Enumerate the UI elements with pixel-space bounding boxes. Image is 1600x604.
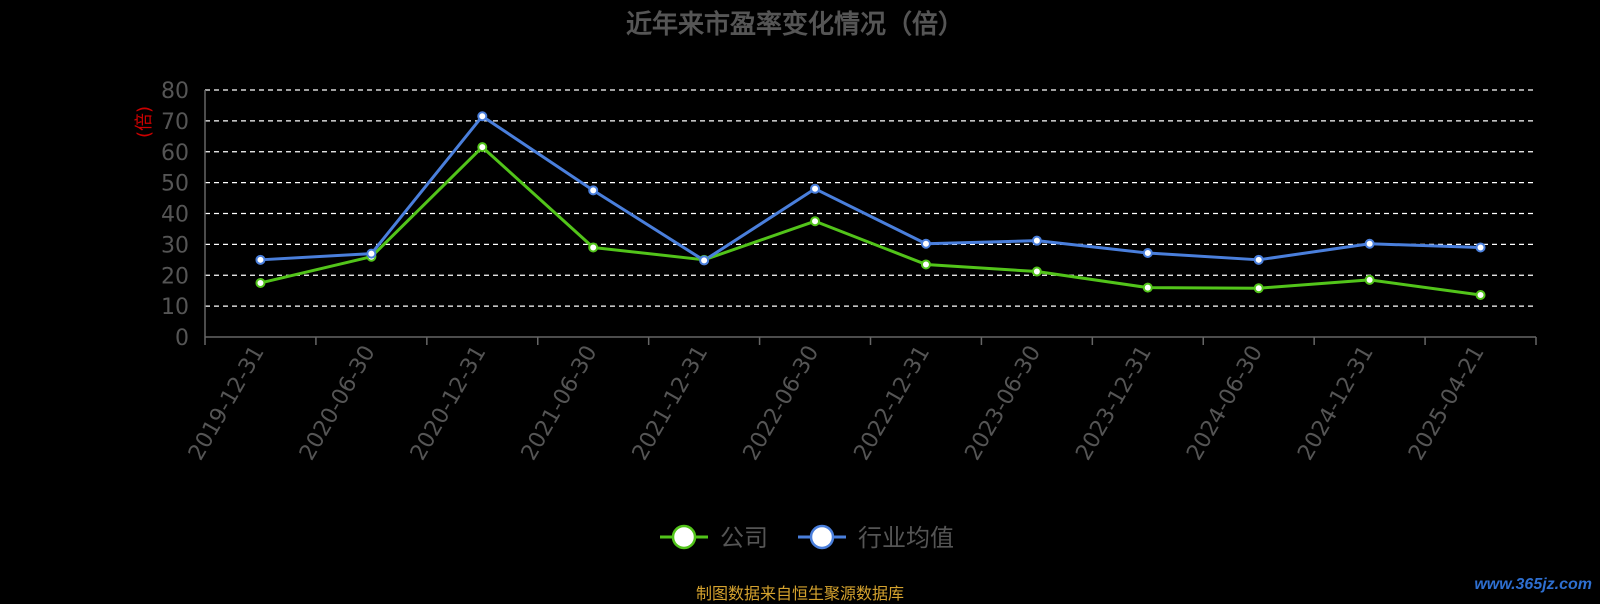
data-point xyxy=(1475,242,1486,253)
legend-marker xyxy=(671,524,697,550)
grid-lines xyxy=(205,89,1536,307)
data-point xyxy=(810,216,821,227)
x-tick-label: 2021-06-30 xyxy=(517,342,603,465)
data-point xyxy=(366,248,377,259)
data-point xyxy=(588,185,599,196)
data-point xyxy=(1142,282,1153,293)
axes: 0 10 20 30 40 50 60 70 80 2019-12-31 2020-06-30 202… xyxy=(161,79,1537,465)
legend-item: 行业均值 xyxy=(798,524,954,552)
y-tick-label: 70 xyxy=(161,110,189,135)
data-point xyxy=(1475,290,1486,301)
x-tick-label: 2023-06-30 xyxy=(960,342,1046,465)
data-point xyxy=(1253,254,1264,265)
data-point xyxy=(588,242,599,253)
data-point xyxy=(1253,283,1264,294)
x-tick-label: 2019-12-31 xyxy=(184,342,270,465)
y-tick-label: 0 xyxy=(175,326,189,351)
series-lines xyxy=(255,111,1486,301)
y-tick-label: 10 xyxy=(161,295,189,320)
data-point xyxy=(1364,274,1375,285)
x-tick-label: 2024-06-30 xyxy=(1182,342,1268,465)
y-tick-label: 50 xyxy=(161,172,189,197)
data-point xyxy=(810,183,821,194)
watermark: www.365jz.com xyxy=(1474,576,1592,593)
legend-marker xyxy=(809,524,835,550)
series-line xyxy=(260,114,1481,262)
data-point xyxy=(920,238,931,249)
x-tick-label: 2021-12-31 xyxy=(628,342,714,465)
x-tick-label: 2022-12-31 xyxy=(850,341,936,464)
y-tick-label: 20 xyxy=(161,264,189,289)
data-point xyxy=(699,255,710,266)
data-point xyxy=(1364,238,1375,249)
legend-label: 行业均值 xyxy=(858,524,954,552)
data-point xyxy=(477,111,488,122)
y-tick-label: 80 xyxy=(161,79,189,104)
data-point xyxy=(1142,248,1153,259)
x-tick-label: 2023-12-31 xyxy=(1071,342,1157,465)
data-point xyxy=(1031,266,1042,277)
data-point xyxy=(920,259,931,270)
series-line xyxy=(260,145,1481,297)
data-point xyxy=(1031,235,1042,246)
x-tick-label: 2024-12-31 xyxy=(1293,342,1379,465)
x-tick-label: 2025-04-21 xyxy=(1404,342,1490,465)
x-tick-label: 2020-12-31 xyxy=(406,341,492,464)
data-source-note: 制图数据来自恒生聚源数据库 xyxy=(695,584,904,603)
x-tick-label: 2022-06-30 xyxy=(739,342,825,465)
legend-item: 公司 xyxy=(660,524,768,552)
y-tick-label: 60 xyxy=(161,141,189,166)
data-point xyxy=(477,142,488,153)
y-tick-label: 30 xyxy=(161,233,189,258)
data-point xyxy=(255,277,266,288)
y-axis-label: (倍) xyxy=(134,106,155,138)
data-point xyxy=(255,254,266,265)
chart-title: 近年来市盈率变化情况（倍） xyxy=(626,9,964,40)
pe-ratio-chart: 近年来市盈率变化情况（倍） (倍) 0 10 20 30 40 50 60 70 80 2019-… xyxy=(134,9,1537,552)
x-tick-label: 2020-06-30 xyxy=(295,342,381,465)
legend-label: 公司 xyxy=(720,524,768,552)
y-tick-label: 40 xyxy=(161,203,189,228)
legend: 公司 行业均值 xyxy=(660,524,954,552)
